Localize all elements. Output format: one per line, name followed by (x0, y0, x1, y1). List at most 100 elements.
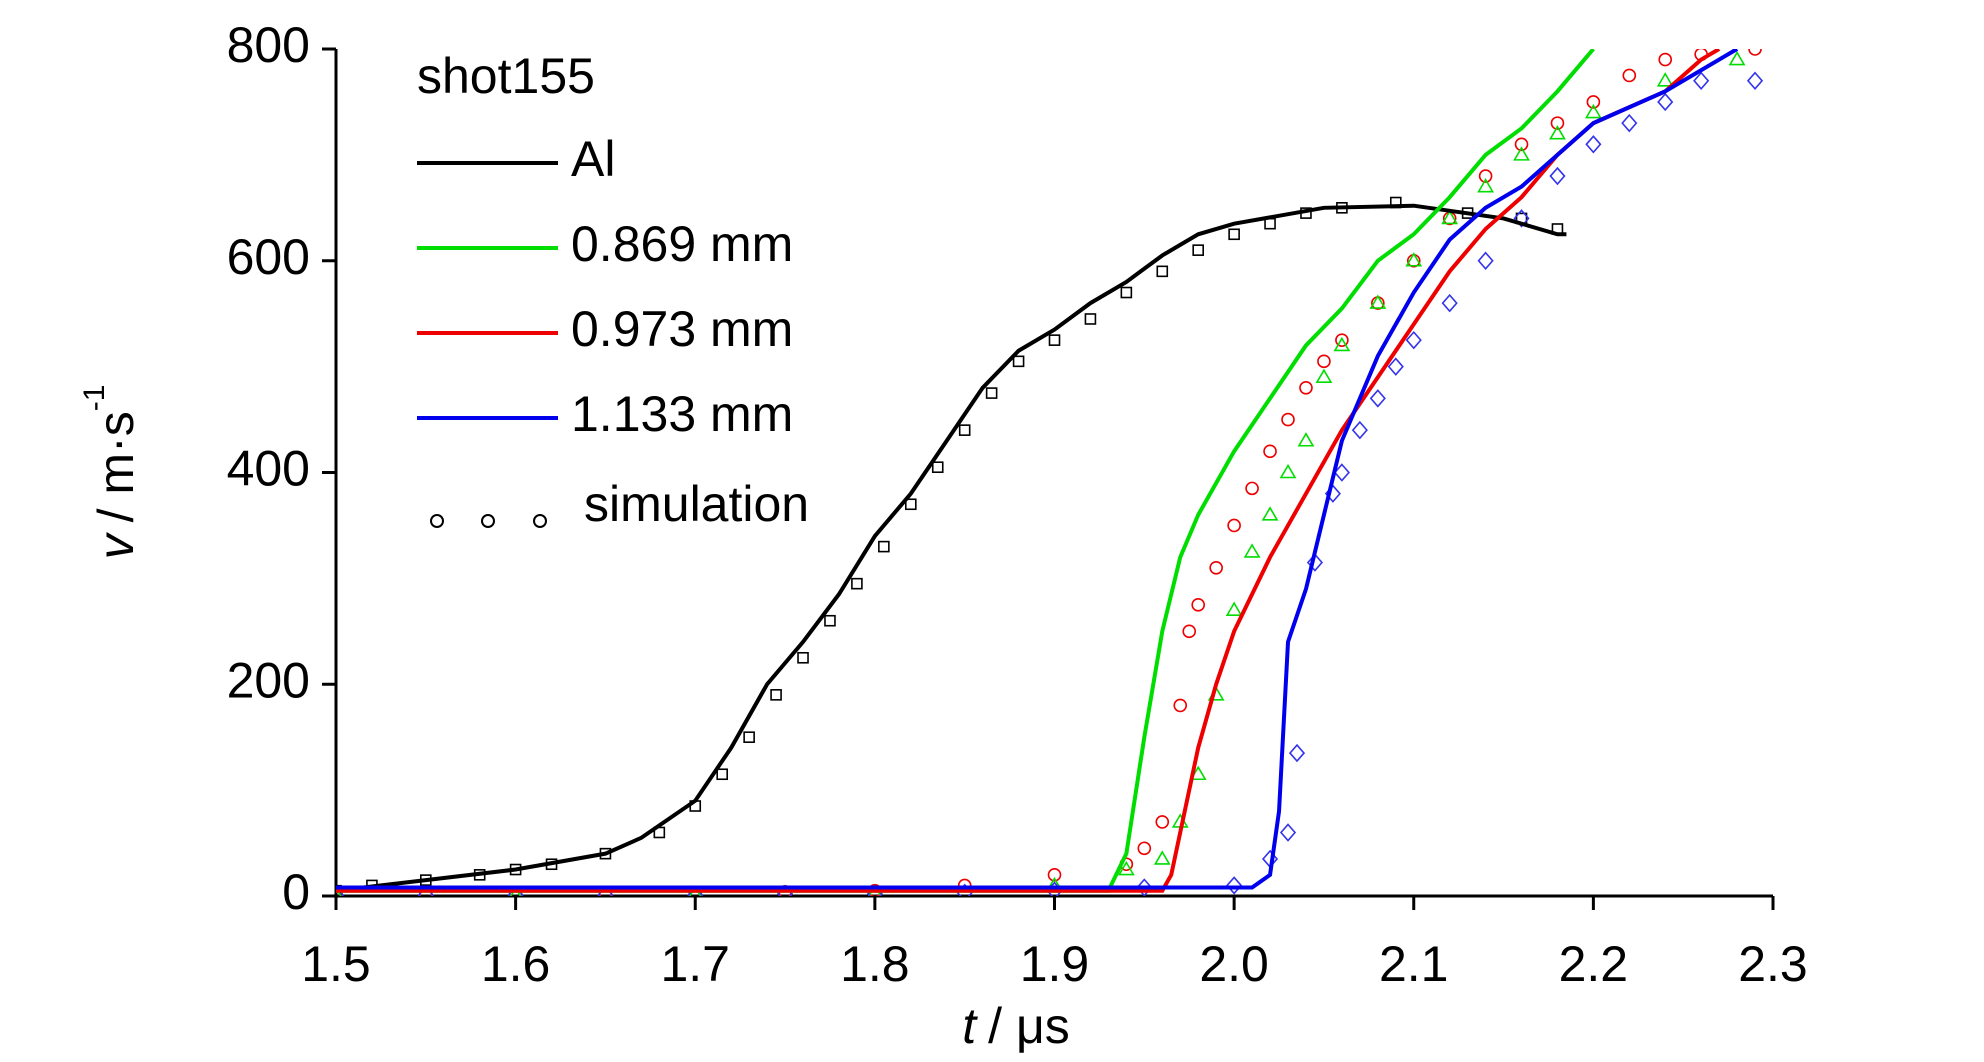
x-tick-label: 2.1 (1379, 936, 1449, 992)
legend-sim-marker (430, 514, 444, 528)
sim-marker (1335, 333, 1349, 347)
sim-marker (689, 885, 702, 896)
sim-marker (1369, 389, 1386, 408)
sim-marker (1117, 860, 1135, 876)
sim-marker (1279, 823, 1297, 842)
sim-marker (1209, 560, 1223, 575)
y-tick-label: 0 (282, 864, 310, 920)
sim-marker (1549, 125, 1566, 140)
x-label-unit: / μs (988, 998, 1070, 1054)
sim-marker (1317, 354, 1331, 369)
sim-marker (1182, 624, 1197, 639)
sim-marker (1084, 313, 1097, 325)
x-tick-label: 1.8 (840, 936, 910, 992)
data-line (336, 203, 1567, 893)
y-tick-label: 800 (227, 17, 310, 73)
plot-area (336, 49, 1764, 896)
sim-marker (1264, 217, 1276, 230)
sim-marker (1279, 463, 1297, 479)
sim-marker (1728, 50, 1746, 66)
sim-marker (1263, 444, 1277, 459)
legend-label: Al (571, 131, 615, 187)
sim-marker (1550, 116, 1565, 130)
sim-marker (1513, 146, 1530, 161)
legend-label: 1.133 mm (571, 386, 793, 442)
sim-marker (1047, 868, 1062, 882)
sim-marker (1514, 137, 1529, 152)
x-axis-label: t / μs (962, 998, 1070, 1054)
legend-sim-marker (533, 514, 547, 528)
sim-marker (770, 689, 782, 701)
legend-label: 0.869 mm (571, 216, 793, 272)
sim-marker (1297, 432, 1315, 447)
sim-marker (1351, 420, 1368, 440)
sim-marker (904, 498, 917, 511)
sim-marker (1513, 209, 1530, 228)
x-tick-label: 2.0 (1199, 936, 1269, 992)
sim-marker (1245, 481, 1259, 496)
data-line (336, 49, 1595, 893)
sim-marker (1693, 71, 1710, 90)
sim-marker (1156, 265, 1169, 278)
y-tick-label: 600 (227, 229, 310, 285)
legend: shot155 Al 0.869 mm 0.973 mm 1.133 mm simulat… (417, 48, 809, 532)
sim-marker (1333, 463, 1350, 482)
y-label-symbol: v (88, 531, 144, 559)
sim-marker (1441, 293, 1458, 313)
sim-marker (743, 731, 755, 743)
sim-marker (1315, 368, 1333, 384)
y-label-exponent: -1 (78, 385, 111, 412)
sim-marker (797, 651, 809, 664)
x-tick-label: 2.2 (1559, 936, 1629, 992)
sim-marker (824, 614, 836, 627)
sim-marker (1586, 95, 1601, 109)
sim-marker (1622, 68, 1637, 83)
sim-marker (1585, 135, 1602, 154)
sim-marker (1333, 336, 1351, 352)
sim-marker (1261, 506, 1279, 521)
sim-marker (851, 577, 863, 590)
legend-label: 0.973 mm (571, 301, 793, 357)
sim-marker (1281, 412, 1295, 427)
sim-marker (716, 768, 728, 781)
x-label-symbol: t (962, 998, 978, 1054)
y-axis-label: v / m·s-1 (78, 385, 144, 560)
y-label-unit: / m·s (88, 411, 144, 522)
sim-marker (1584, 103, 1602, 119)
sim-marker (931, 461, 944, 474)
sim-marker (878, 540, 890, 553)
legend-sim-marker (481, 514, 495, 528)
sim-marker (1387, 357, 1404, 376)
sim-marker (336, 886, 342, 896)
legend-label: simulation (584, 476, 809, 532)
sim-marker (1012, 355, 1025, 368)
sim-marker (1120, 286, 1133, 299)
sim-marker (1192, 244, 1204, 256)
sim-marker (1748, 49, 1762, 56)
data-line (336, 49, 1721, 893)
sim-marker (1657, 92, 1674, 112)
sim-marker (1173, 698, 1188, 713)
sim-marker (1478, 169, 1493, 183)
sim-marker (1228, 228, 1240, 241)
sim-marker (1288, 743, 1306, 763)
sim-marker (1746, 71, 1764, 90)
x-tick-label: 1.9 (1020, 936, 1090, 992)
x-tick-label: 1.7 (660, 936, 730, 992)
sim-marker (1621, 113, 1638, 133)
sim-marker (985, 387, 998, 399)
sim-marker (1191, 598, 1205, 612)
sim-marker (1299, 380, 1313, 395)
axes: 1.5 1.6 1.7 1.8 1.9 2.0 2.1 2.2 2.3 0 200 400 600 800 (227, 17, 1808, 992)
sim-marker (1477, 178, 1494, 193)
y-tick-label: 400 (227, 441, 310, 497)
sim-marker (1137, 841, 1152, 856)
sim-marker (1153, 850, 1171, 865)
sim-marker (1225, 601, 1243, 616)
x-tick-label: 1.5 (301, 936, 371, 992)
sim-marker (1226, 876, 1243, 895)
sim-marker (1656, 72, 1674, 87)
sim-marker (1369, 294, 1387, 309)
sim-marker (1243, 543, 1261, 558)
